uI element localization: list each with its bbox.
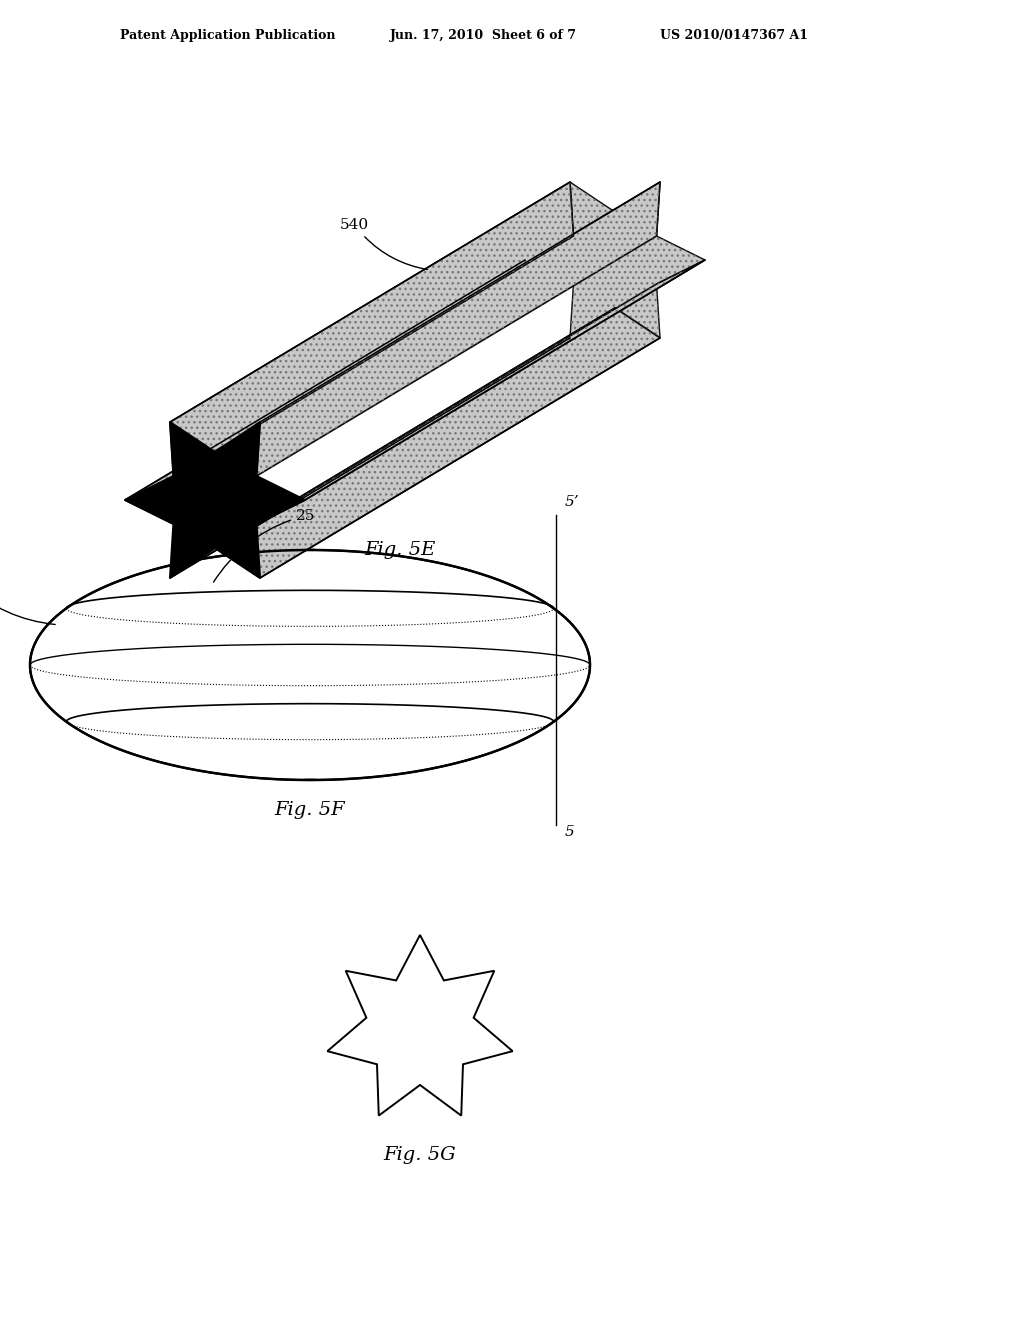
Polygon shape xyxy=(125,260,573,524)
Text: Jun. 17, 2010  Sheet 6 of 7: Jun. 17, 2010 Sheet 6 of 7 xyxy=(390,29,577,41)
Polygon shape xyxy=(125,422,305,578)
Text: 540: 540 xyxy=(340,218,427,269)
Polygon shape xyxy=(215,308,660,578)
Polygon shape xyxy=(170,308,615,578)
Text: Fig. 5G: Fig. 5G xyxy=(384,1146,457,1164)
Polygon shape xyxy=(257,260,705,524)
Polygon shape xyxy=(257,182,660,477)
Polygon shape xyxy=(328,935,513,1115)
Text: Patent Application Publication: Patent Application Publication xyxy=(120,29,336,41)
Polygon shape xyxy=(170,182,573,477)
Polygon shape xyxy=(30,550,590,780)
Text: Fig. 5F: Fig. 5F xyxy=(274,801,345,818)
Text: 550: 550 xyxy=(0,566,55,624)
Text: US 2010/0147367 A1: US 2010/0147367 A1 xyxy=(660,29,808,41)
Text: Fig. 5E: Fig. 5E xyxy=(365,541,435,558)
Text: 5’: 5’ xyxy=(564,495,579,510)
Text: 5: 5 xyxy=(564,825,574,840)
Polygon shape xyxy=(525,182,705,338)
Text: 25: 25 xyxy=(213,508,315,582)
